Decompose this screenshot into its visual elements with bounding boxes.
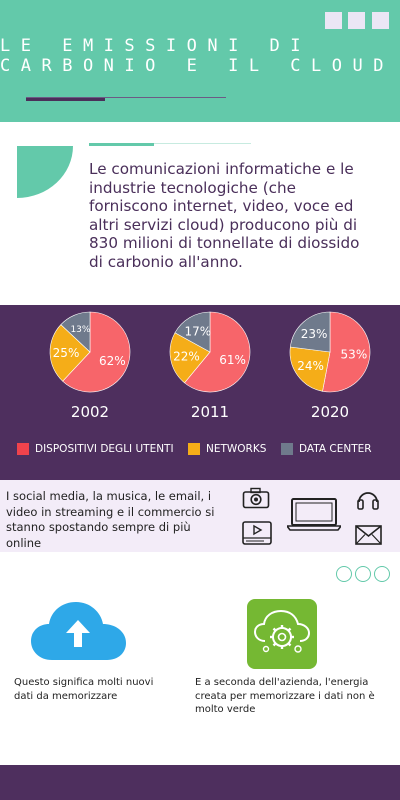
camera-icon [242, 487, 270, 509]
intro-section: Le comunicazioni informatiche e le indus… [0, 122, 400, 305]
footer-bar [0, 765, 400, 800]
pie-label-data-center: 13% [70, 325, 90, 335]
pie-chart-2020: 53% 24% 23% [289, 311, 371, 393]
pie-label-data-center: 23% [301, 327, 328, 341]
pie-slice-data-center [60, 311, 91, 353]
pie-title-2011: 2011 [190, 403, 230, 421]
caption-storage-right: E a seconda dell'azienda, l'energia crea… [195, 677, 375, 715]
legend-swatch [281, 443, 293, 455]
header-divider-accent [26, 98, 105, 101]
decorative-circle [355, 566, 371, 582]
cloud-upload-icon [31, 602, 126, 660]
page-title-line-1: LE EMISSIONI DI [0, 36, 312, 56]
pie-slice-data-center [289, 311, 331, 353]
decorative-circle [374, 566, 390, 582]
legend-swatch [17, 443, 29, 455]
pie-label-devices: 62% [99, 354, 126, 368]
pie-chart-2002: 62% 25% 13% [49, 311, 131, 393]
pie-slice-networks [289, 346, 331, 392]
video-player-icon [242, 521, 272, 545]
cloud-settings-icon [247, 599, 317, 669]
legend-item-data-center: DATA CENTER [281, 441, 372, 457]
pie-slice-networks [169, 332, 211, 384]
legend-item-devices: DISPOSITIVI DEGLI UTENTI [17, 441, 174, 457]
caption-storage-left: Questo significa molti nuovi dati da mem… [14, 677, 154, 702]
decorative-circle [336, 566, 352, 582]
media-section: I social media, la musica, le email, i v… [0, 480, 400, 552]
pie-label-devices: 61% [219, 353, 246, 367]
legend-swatch [188, 443, 200, 455]
pie-label-networks: 22% [173, 350, 200, 364]
pie-title-2002: 2002 [70, 403, 110, 421]
legend-label: DATA CENTER [299, 443, 372, 455]
pie-slice-devices [184, 311, 251, 393]
decorative-square [325, 12, 342, 29]
header-banner: LE EMISSIONI DI CARBONIO E IL CLOUD [0, 0, 400, 122]
pie-slice-networks [49, 324, 91, 382]
pie-label-networks: 25% [53, 346, 80, 360]
pie-label-networks: 24% [297, 359, 324, 373]
intro-divider [89, 143, 251, 144]
pie-label-devices: 53% [341, 347, 368, 361]
pie-title-2020: 2020 [310, 403, 350, 421]
headphones-icon [357, 492, 379, 510]
legend-item-networks: NETWORKS [188, 441, 266, 457]
intro-divider-accent [89, 143, 154, 146]
page-title-line-2: CARBONIO E IL CLOUD [0, 56, 394, 76]
laptop-icon [287, 498, 341, 531]
mail-icon [355, 525, 382, 545]
intro-text: Le comunicazioni informatiche e le indus… [89, 160, 360, 271]
media-text: I social media, la musica, le email, i v… [6, 489, 215, 550]
decorative-square [348, 12, 365, 29]
charts-section: 62% 25% 13% 61% 22% 17% 53% 24% 23% 2002 2011 … [0, 305, 400, 480]
decorative-square [372, 12, 389, 29]
header-divider [26, 97, 226, 98]
quarter-circle-decoration [17, 146, 73, 198]
pie-slice-data-center [174, 311, 211, 353]
legend-label: NETWORKS [206, 443, 267, 455]
pie-label-data-center: 17% [184, 324, 211, 338]
legend-label: DISPOSITIVI DEGLI UTENTI [35, 443, 174, 455]
pie-slice-devices [62, 311, 131, 393]
pie-chart-2011: 61% 22% 17% [169, 311, 251, 393]
pie-slice-devices [322, 311, 371, 393]
